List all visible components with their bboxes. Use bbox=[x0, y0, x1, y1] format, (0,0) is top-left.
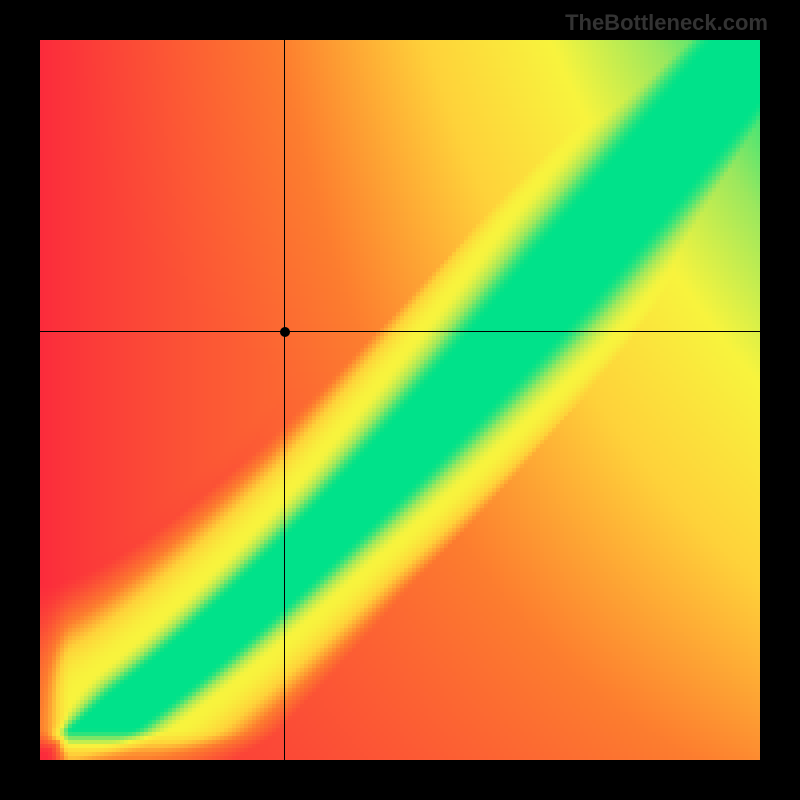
crosshair-marker bbox=[280, 327, 290, 337]
heatmap-plot bbox=[40, 40, 760, 760]
watermark-text: TheBottleneck.com bbox=[565, 10, 768, 36]
heatmap-canvas bbox=[40, 40, 760, 760]
crosshair-horizontal bbox=[40, 331, 760, 332]
chart-root: TheBottleneck.com bbox=[0, 0, 800, 800]
crosshair-vertical bbox=[284, 40, 285, 760]
